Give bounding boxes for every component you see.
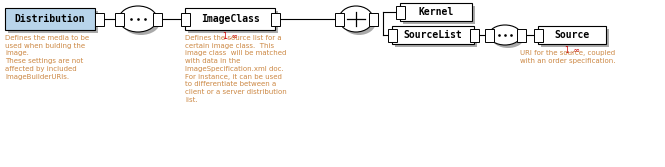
Bar — [334, 13, 344, 26]
Ellipse shape — [122, 9, 160, 35]
Text: URI for the source, coupled
with an order specification.: URI for the source, coupled with an orde… — [520, 50, 616, 64]
Bar — [185, 8, 275, 30]
Text: 1..∞: 1..∞ — [222, 32, 238, 41]
Bar — [5, 8, 95, 30]
Ellipse shape — [342, 9, 376, 35]
Ellipse shape — [339, 6, 373, 32]
Text: ImageClass: ImageClass — [201, 14, 259, 24]
Bar — [95, 13, 104, 26]
Text: Kernel: Kernel — [418, 7, 454, 17]
Text: Defines the media to be
used when bulding the
image.
These settings are not
affe: Defines the media to be used when buldin… — [5, 35, 89, 80]
Bar — [400, 3, 472, 21]
Ellipse shape — [489, 25, 521, 45]
Text: Source: Source — [555, 30, 590, 40]
Bar — [469, 29, 479, 42]
Bar — [485, 29, 493, 42]
Ellipse shape — [119, 6, 157, 32]
Bar — [403, 6, 475, 24]
Text: Distribution: Distribution — [15, 14, 85, 24]
Text: Defines the source list for a
certain image class.  This
image class  will be ma: Defines the source list for a certain im… — [185, 35, 287, 103]
Bar — [388, 29, 396, 42]
Bar — [180, 13, 190, 26]
Bar — [152, 13, 162, 26]
Bar — [392, 26, 474, 44]
Bar — [114, 13, 124, 26]
Text: SourceList: SourceList — [404, 30, 462, 40]
Bar — [368, 13, 378, 26]
Bar — [8, 11, 98, 33]
Bar — [396, 6, 404, 19]
Ellipse shape — [492, 28, 524, 48]
Bar — [533, 29, 543, 42]
Bar — [538, 26, 606, 44]
Bar — [517, 29, 525, 42]
Bar — [541, 29, 609, 47]
Bar — [188, 11, 278, 33]
Bar — [271, 13, 279, 26]
Bar — [395, 29, 477, 47]
Text: 1..∞: 1..∞ — [564, 46, 580, 55]
